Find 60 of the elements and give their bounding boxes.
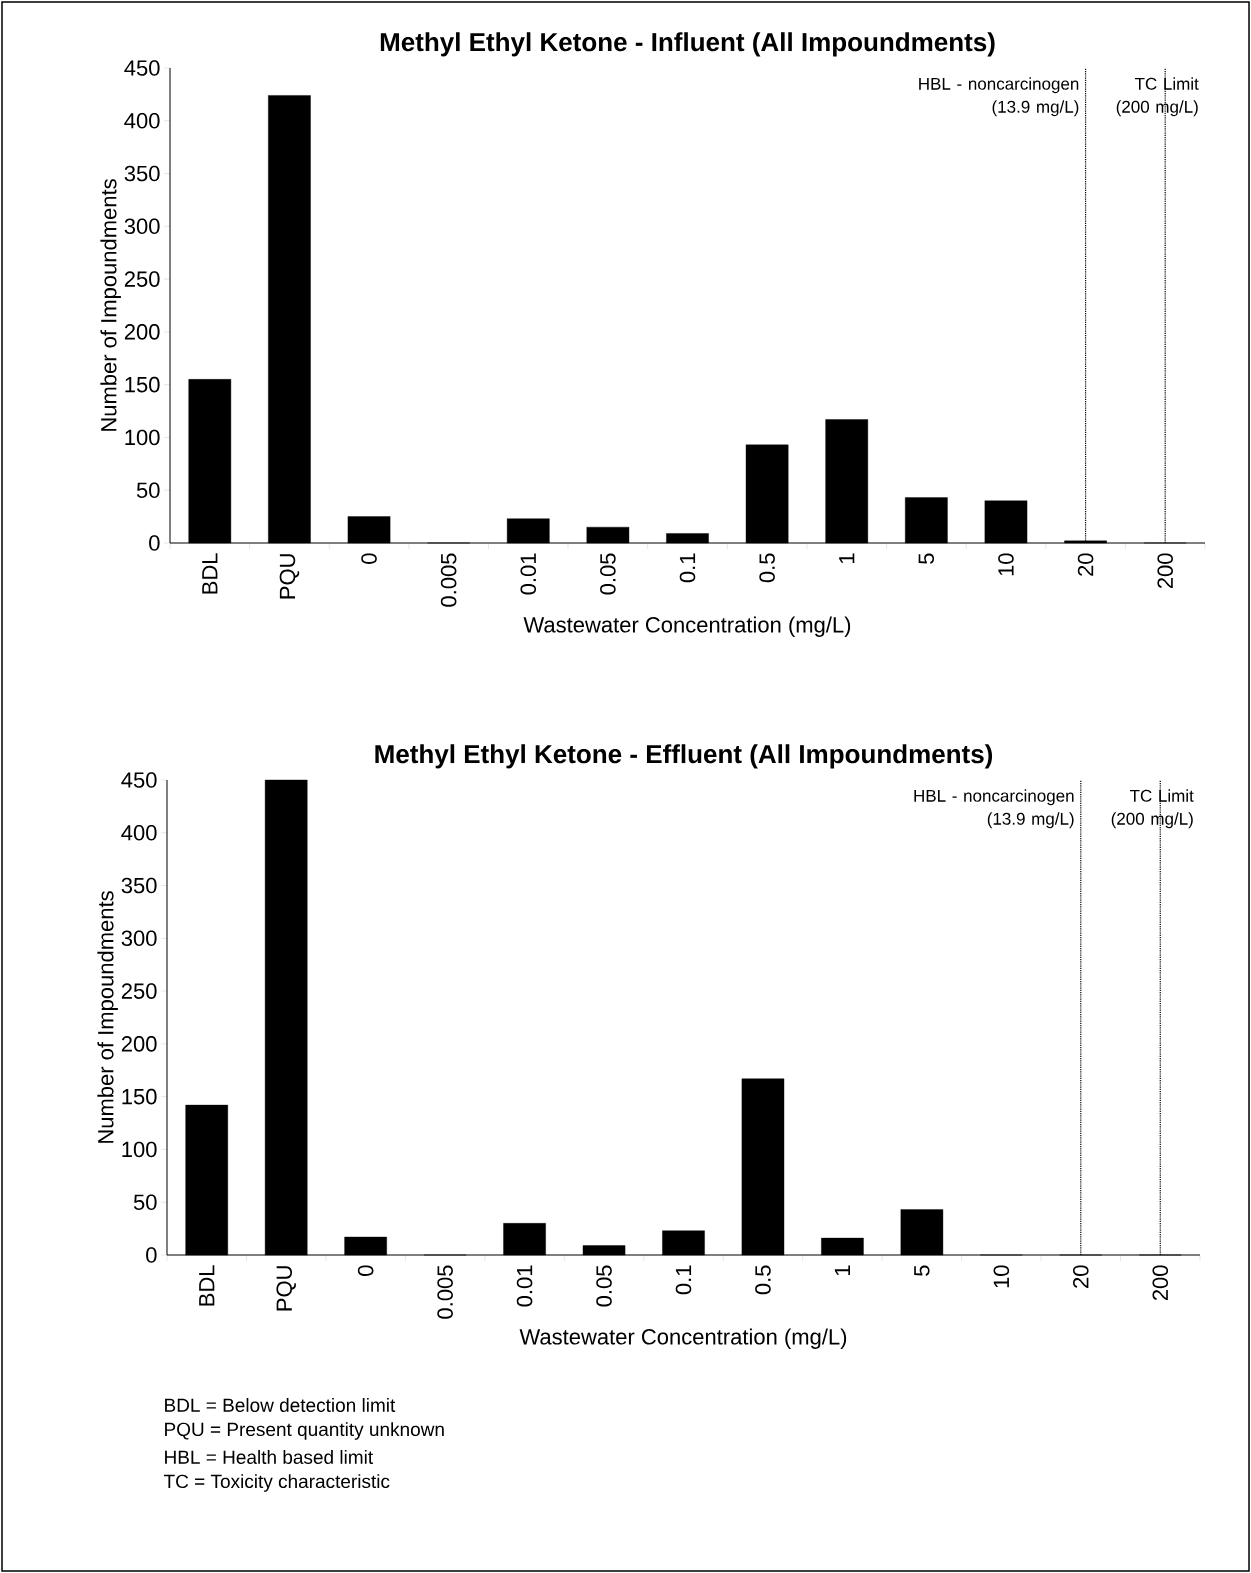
x-tick-label: 20 — [1073, 1265, 1089, 1288]
x-tick-label: 0.1 — [679, 553, 696, 583]
x-tick-label: 0.005 — [437, 1265, 453, 1319]
x-tick-label: 10 — [993, 1265, 1010, 1288]
y-axis-title: Number of Impoundments — [97, 891, 118, 1143]
text: HBL = Health based limit — [165, 1450, 373, 1464]
x-tick-label: 0.5 — [759, 553, 775, 583]
x-tick-label: 5 — [918, 553, 935, 564]
text: BDL = Below detection limit — [165, 1398, 396, 1412]
x-tick-label: 0.5 — [755, 1265, 771, 1295]
y-tick-label: 50 — [133, 1194, 157, 1210]
chart-title: Methyl Ethyl Ketone - Effluent (All Impoundments) — [375, 744, 993, 769]
y-tick-label: 400 — [124, 112, 160, 129]
x-tick-label: 1 — [834, 1265, 850, 1276]
y-tick-label: 450 — [121, 772, 157, 788]
x-tick-label: 0.05 — [600, 553, 616, 595]
y-tick-label: 350 — [121, 877, 157, 894]
ref-line-label: TC Limit (200 mg/L) — [1111, 789, 1194, 829]
y-tick-label: 300 — [124, 218, 160, 235]
x-tick-label: 0 — [357, 1265, 374, 1276]
x-tick-label: 0 — [361, 553, 377, 564]
x-tick-label: 0.005 — [440, 553, 457, 607]
y-tick-label: 200 — [121, 1036, 157, 1052]
y-tick-label: 250 — [121, 983, 157, 999]
x-axis-title: Wastewater Concentration (mg/L) — [523, 616, 851, 637]
x-tick-label: 0.01 — [516, 1265, 533, 1307]
x-tick-label: 1 — [839, 553, 855, 564]
y-tick-label: 250 — [124, 271, 160, 287]
y-axis-title: Number of Impoundments — [100, 179, 121, 431]
x-tick-label: 20 — [1077, 553, 1094, 576]
x-tick-label: PQU — [276, 1266, 296, 1311]
x-tick-label: 200 — [1152, 1265, 1169, 1301]
y-tick-label: 150 — [122, 1088, 157, 1105]
y-tick-label: 100 — [125, 429, 160, 446]
x-axis-title: Wastewater Concentration (mg/L) — [519, 1328, 847, 1349]
text: TC = Toxicity characteristic — [163, 1474, 390, 1492]
y-tick-label: 450 — [124, 60, 160, 76]
x-tick-label: BDL — [202, 553, 218, 594]
y-tick-label: 300 — [121, 930, 157, 947]
y-tick-label: 150 — [125, 376, 160, 393]
text: PQU = Present quantity unknown — [165, 1422, 444, 1440]
ref-line-label: TC Limit (200 mg/L) — [1116, 77, 1199, 117]
x-tick-label: 0.01 — [520, 553, 537, 595]
y-tick-label: 100 — [122, 1141, 157, 1158]
chart-title: Methyl Ethyl Ketone - Influent (All Impoundments) — [380, 32, 995, 57]
x-tick-label: 10 — [998, 553, 1014, 576]
x-tick-label: 200 — [1157, 553, 1173, 589]
x-tick-label: 5 — [914, 1265, 930, 1276]
x-tick-label: PQU — [279, 554, 300, 599]
ref-line-label: HBL - noncarcinogen (13.9 mg/L) — [914, 789, 1074, 829]
y-tick-label: 0 — [149, 535, 160, 551]
x-tick-label: 0.05 — [596, 1265, 612, 1307]
x-tick-label: BDL — [199, 1265, 215, 1306]
y-tick-label: 200 — [124, 324, 160, 340]
y-tick-label: 50 — [136, 482, 160, 498]
y-tick-label: 0 — [146, 1247, 157, 1263]
x-tick-label: 0.1 — [675, 1265, 692, 1295]
y-tick-label: 350 — [124, 165, 160, 182]
ref-line-label: HBL - noncarcinogen (13.9 mg/L) — [919, 77, 1079, 117]
y-tick-label: 400 — [121, 824, 157, 841]
